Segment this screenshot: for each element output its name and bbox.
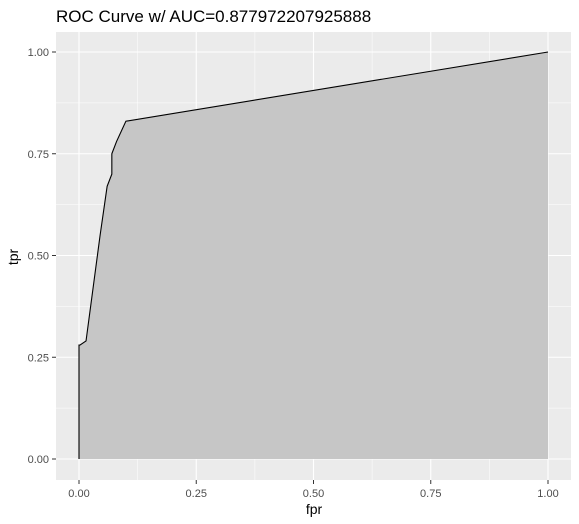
y-tick-label: 0.50 bbox=[28, 251, 49, 263]
y-tick-label: 1.00 bbox=[28, 47, 49, 59]
x-tick-label: 1.00 bbox=[537, 488, 558, 500]
roc-area bbox=[79, 52, 548, 459]
chart-title: ROC Curve w/ AUC=0.877972207925888 bbox=[56, 7, 371, 26]
x-tick-label: 0.25 bbox=[186, 488, 207, 500]
x-axis-label: fpr bbox=[306, 501, 323, 517]
y-axis-ticks: 0.00 0.25 0.50 0.75 1.00 bbox=[28, 47, 56, 466]
x-tick-label: 0.00 bbox=[68, 488, 89, 500]
y-axis-label: tpr bbox=[5, 248, 21, 265]
roc-curve-line bbox=[78, 51, 549, 459]
y-tick-label: 0.75 bbox=[28, 149, 49, 161]
y-tick-label: 0.25 bbox=[28, 352, 49, 364]
y-tick-label: 0.00 bbox=[28, 454, 49, 466]
x-tick-label: 0.50 bbox=[303, 488, 324, 500]
x-axis-ticks: 0.00 0.25 0.50 0.75 1.00 bbox=[68, 480, 559, 500]
x-tick-label: 0.75 bbox=[420, 488, 441, 500]
